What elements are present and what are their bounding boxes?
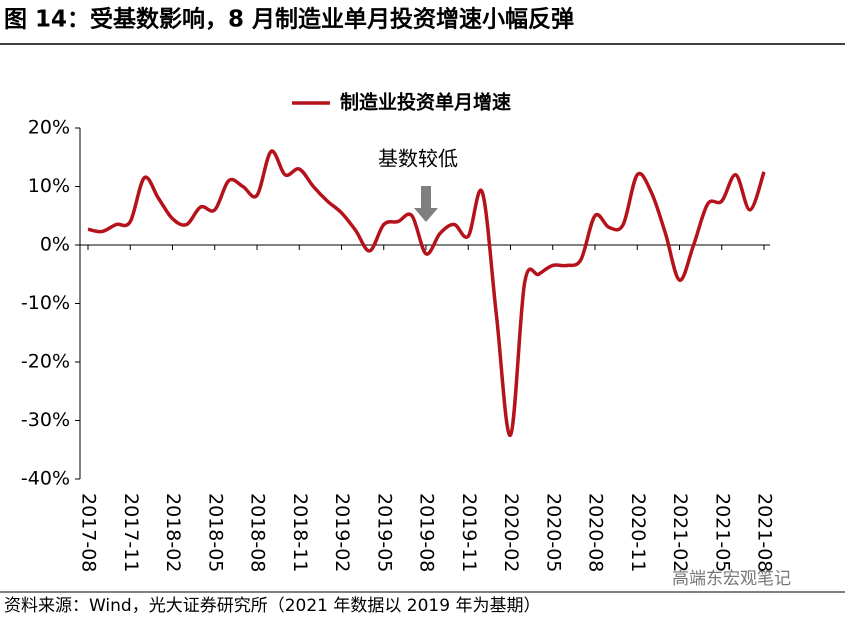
y-tick-label: 10% <box>28 175 70 197</box>
annotation: 基数较低 <box>378 147 458 171</box>
chart-title: 图 14：受基数影响，8 月制造业单月投资增速小幅反弹 <box>4 6 574 33</box>
y-tick-label: -30% <box>21 409 70 431</box>
y-tick-label: -40% <box>21 468 70 490</box>
x-tick-label: 2018-08 <box>247 493 269 572</box>
y-tick-label: -20% <box>21 351 70 373</box>
x-tick-label: 2019-05 <box>373 493 395 572</box>
y-tick-label: 0% <box>40 234 70 256</box>
x-tick-label: 2020-05 <box>542 493 564 572</box>
x-tick-label: 2019-02 <box>331 493 353 572</box>
series-line <box>87 149 766 437</box>
x-tick-label: 2019-11 <box>458 493 480 572</box>
x-tick-label: 2020-08 <box>585 493 607 572</box>
x-tick-label: 2018-11 <box>289 493 311 572</box>
y-tick-label: 20% <box>28 117 70 139</box>
x-tick-label: 2017-08 <box>78 493 100 572</box>
x-tick-label: 2020-11 <box>627 493 649 572</box>
x-tick-label: 2018-02 <box>162 493 184 572</box>
x-tick-label: 2021-08 <box>754 493 776 572</box>
watermark: 高端东宏观笔记 <box>672 569 791 589</box>
x-tick-label: 2018-05 <box>204 493 226 572</box>
x-tick-label: 2021-02 <box>669 493 691 572</box>
x-tick-label: 2019-08 <box>416 493 438 572</box>
annotation-arrow <box>414 186 438 222</box>
x-tick-label: 2017-11 <box>120 493 142 572</box>
x-tick-label: 2021-05 <box>711 493 733 572</box>
source: 资料来源：Wind，光大证券研究所（2021 年数据以 2019 年为基期） <box>4 596 540 616</box>
x-tick-label: 2020-02 <box>500 493 522 572</box>
y-tick-label: -10% <box>21 292 70 314</box>
legend-label: 制造业投资单月增速 <box>340 91 511 114</box>
